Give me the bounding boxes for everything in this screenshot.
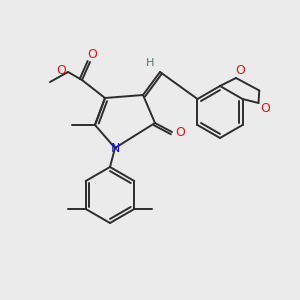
Text: N: N (110, 142, 120, 154)
Text: O: O (235, 64, 245, 77)
Text: O: O (56, 64, 66, 77)
Text: O: O (175, 127, 185, 140)
Text: O: O (261, 101, 271, 115)
Text: O: O (87, 47, 97, 61)
Text: H: H (146, 58, 154, 68)
